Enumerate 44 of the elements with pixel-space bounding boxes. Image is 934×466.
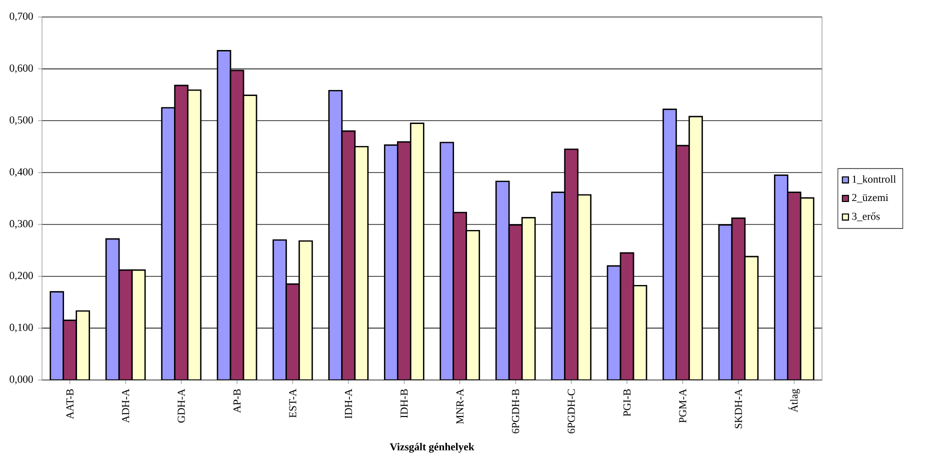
x-tick-label: AP-B bbox=[233, 389, 241, 413]
y-tick-label: 0,500 bbox=[10, 116, 33, 126]
x-tick-label: SKDH-A bbox=[734, 388, 742, 428]
bar bbox=[508, 224, 523, 380]
x-tick-label: EST-A bbox=[289, 388, 296, 418]
y-tick-label: 0,300 bbox=[10, 220, 33, 229]
x-tick-label: ADH-A bbox=[122, 388, 130, 423]
y-tick-label: 0,700 bbox=[10, 12, 33, 22]
x-tick-label: GDH-A bbox=[178, 388, 185, 423]
x-tick-label: 6PGDH-C bbox=[568, 389, 575, 434]
y-tick-label: 0,000 bbox=[10, 376, 33, 384]
bar bbox=[131, 269, 146, 380]
y-tick-label: 0,600 bbox=[10, 64, 33, 74]
x-tick-label: PGM-A bbox=[679, 388, 686, 423]
bar bbox=[341, 130, 356, 380]
bar bbox=[718, 224, 733, 380]
x-tick-label: IDH-B bbox=[400, 389, 408, 418]
legend-label: 3_erős bbox=[852, 212, 880, 222]
bar bbox=[328, 90, 343, 380]
bar bbox=[606, 265, 622, 380]
x-tick-label: IDH-A bbox=[344, 388, 352, 419]
bar bbox=[744, 256, 759, 380]
bar bbox=[354, 146, 369, 380]
bar bbox=[620, 252, 634, 380]
bar bbox=[216, 50, 232, 380]
x-tick-label: PGI-B bbox=[623, 389, 631, 416]
bar bbox=[242, 94, 258, 380]
legend-label: 2_üzemi bbox=[852, 194, 888, 202]
bar bbox=[521, 217, 536, 380]
x-tick-label: MNR-A bbox=[456, 388, 464, 424]
legend-label: 1_kontroll bbox=[852, 175, 896, 184]
x-tick-label: Átlag bbox=[788, 388, 800, 412]
bar bbox=[495, 180, 510, 380]
bar bbox=[731, 218, 746, 380]
y-tick-label: 0,200 bbox=[10, 272, 33, 281]
x-tick-label: AAT-B bbox=[66, 389, 74, 420]
bar bbox=[230, 70, 244, 380]
bar bbox=[105, 238, 120, 380]
y-tick-label: 0,400 bbox=[10, 168, 33, 177]
x-tick-label: 6PGDH-B bbox=[512, 389, 520, 434]
x-axis-title: Vizsgált génhelyek bbox=[390, 442, 474, 453]
y-tick-label: 0,100 bbox=[10, 324, 33, 332]
bar bbox=[118, 269, 133, 380]
bar bbox=[632, 284, 648, 380]
